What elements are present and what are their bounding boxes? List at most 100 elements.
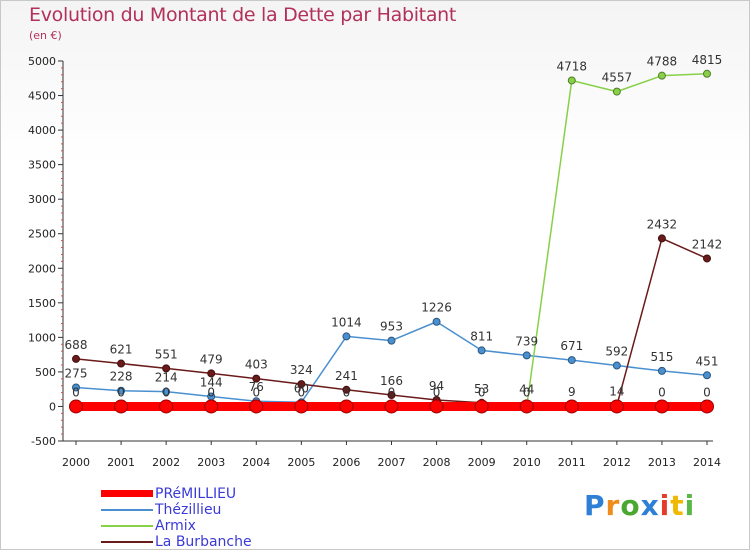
y-tick-label: 4000 <box>28 124 56 137</box>
data-point-la-burbanche-2013 <box>657 234 666 243</box>
x-tick-label: 2000 <box>62 456 90 469</box>
legend-swatch <box>101 541 153 543</box>
data-label-armix-2013: 4788 <box>647 55 678 69</box>
legend-label: PRéMILLIEU <box>155 486 237 502</box>
chart-subtitle: (en €) <box>29 29 62 42</box>
data-point-thezillieu-2006 <box>342 332 351 341</box>
data-point-thezillieu-2011 <box>567 356 576 365</box>
data-point-la-burbanche-2002 <box>162 364 171 373</box>
data-point-la-burbanche-2006 <box>342 385 351 394</box>
data-point-premillieu-2011 <box>564 399 579 414</box>
data-label-la-burbanche-2006: 241 <box>335 369 358 383</box>
x-tick-label: 2002 <box>152 456 180 469</box>
data-point-premillieu-2009 <box>474 399 489 414</box>
data-label-thezillieu-2007: 953 <box>380 320 403 334</box>
data-point-armix-2014 <box>703 69 711 78</box>
data-label-thezillieu-2005: 60 <box>294 381 309 395</box>
data-label-la-burbanche-2008: 94 <box>429 379 444 393</box>
data-point-armix-2011 <box>567 76 576 85</box>
data-point-thezillieu-2002 <box>162 387 171 396</box>
data-label-premillieu-2014: 0 <box>703 385 711 399</box>
data-label-la-burbanche-2010: 44 <box>519 382 534 396</box>
logo-letter: t <box>670 489 685 522</box>
data-label-la-burbanche-2003: 479 <box>200 352 223 366</box>
chart-axes: -500 0 500 1000 1500 2000 2500 3000 3500 4000 4500… <box>28 55 721 469</box>
data-label-armix-2006: 0 <box>343 385 351 399</box>
x-tick-label: 2014 <box>693 456 721 469</box>
x-tick-label: 2013 <box>648 456 676 469</box>
logo-letter: x <box>640 489 660 522</box>
data-label-armix-2012: 4557 <box>602 71 633 85</box>
x-tick-label: 2012 <box>603 456 631 469</box>
data-label-la-burbanche-2007: 166 <box>380 374 403 388</box>
data-label-armix-2010: 0 <box>523 385 531 399</box>
data-label-armix-2007: 0 <box>388 385 396 399</box>
data-label-thezillieu-2004: 76 <box>249 380 264 394</box>
data-label-thezillieu-2003: 144 <box>200 376 223 390</box>
data-point-premillieu-2003 <box>204 399 219 414</box>
data-point-thezillieu-2009 <box>477 346 486 355</box>
x-tick-label: 2009 <box>468 456 496 469</box>
data-point-thezillieu-2014 <box>703 371 711 380</box>
data-label-armix-2004: 0 <box>252 385 260 399</box>
data-label-la-burbanche-2004: 403 <box>245 358 268 372</box>
data-label-la-burbanche-2013: 2432 <box>647 217 678 231</box>
data-point-thezillieu-2000 <box>72 383 80 392</box>
legend-label: Armix <box>155 518 196 534</box>
x-tick-label: 2004 <box>242 456 270 469</box>
logo-letter: P <box>584 489 606 522</box>
data-label-thezillieu-2002: 214 <box>155 371 178 385</box>
logo-letter: i <box>659 489 671 522</box>
x-tick-label: 2006 <box>332 456 360 469</box>
y-tick-label: 3000 <box>28 193 56 206</box>
x-tick-label: 2011 <box>558 456 586 469</box>
series-line-la-burbanche-extra <box>616 237 708 406</box>
chart-series <box>69 69 714 414</box>
data-point-premillieu-2013 <box>654 399 669 414</box>
data-point-armix-2013 <box>657 71 666 80</box>
data-label-armix-2011: 4718 <box>557 59 588 73</box>
data-label-la-burbanche-2012: 14 <box>609 384 624 398</box>
data-label-thezillieu-2008: 1226 <box>421 301 452 315</box>
logo-letter: i <box>684 489 696 522</box>
y-tick-label: 2000 <box>28 262 56 275</box>
data-point-la-burbanche-2005 <box>297 380 306 389</box>
logo-letter: r <box>605 489 621 522</box>
data-label-armix-2014: 4815 <box>692 53 723 67</box>
data-point-premillieu-2004 <box>249 399 264 414</box>
data-point-thezillieu-2007 <box>387 336 396 345</box>
data-point-la-burbanche-2007 <box>387 390 396 399</box>
data-label-armix-2009: 0 <box>478 385 486 399</box>
data-label-thezillieu-2013: 515 <box>650 350 673 364</box>
legend-label: La Burbanche <box>155 534 252 550</box>
data-point-premillieu-2007 <box>384 399 399 414</box>
data-point-thezillieu-2010 <box>522 351 531 360</box>
data-point-thezillieu-2012 <box>612 361 621 370</box>
data-label-thezillieu-2000: 275 <box>65 366 88 380</box>
data-point-la-burbanche-2001 <box>117 359 126 368</box>
data-point-thezillieu-2001 <box>117 386 126 395</box>
data-point-premillieu-2002 <box>159 399 174 414</box>
data-label-armix-2001: 0 <box>117 385 125 399</box>
data-label-thezillieu-2014: 451 <box>696 354 719 368</box>
data-label-thezillieu-2001: 228 <box>110 370 133 384</box>
data-label-la-burbanche-2001: 621 <box>110 343 133 357</box>
data-label-thezillieu-2011: 671 <box>560 339 583 353</box>
data-point-la-burbanche-2014 <box>703 254 711 263</box>
y-tick-label: 0 <box>49 400 56 413</box>
data-point-premillieu-2008 <box>429 399 444 414</box>
y-tick-label: 4500 <box>28 90 56 103</box>
data-point-premillieu-2010 <box>519 399 534 414</box>
data-label-la-burbanche-2005: 324 <box>290 363 313 377</box>
x-tick-label: 2001 <box>107 456 135 469</box>
series-premillieu <box>69 399 714 414</box>
data-point-premillieu-2001 <box>114 399 129 414</box>
y-tick-label: 5000 <box>28 55 56 68</box>
data-label-premillieu-2013: 0 <box>658 385 666 399</box>
data-label-armix-2008: 0 <box>433 385 441 399</box>
x-tick-label: 2003 <box>197 456 225 469</box>
y-tick-label: -500 <box>31 435 56 448</box>
y-tick-label: 500 <box>35 366 56 379</box>
